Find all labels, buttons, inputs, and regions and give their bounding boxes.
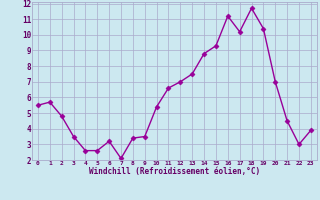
- X-axis label: Windchill (Refroidissement éolien,°C): Windchill (Refroidissement éolien,°C): [89, 167, 260, 176]
